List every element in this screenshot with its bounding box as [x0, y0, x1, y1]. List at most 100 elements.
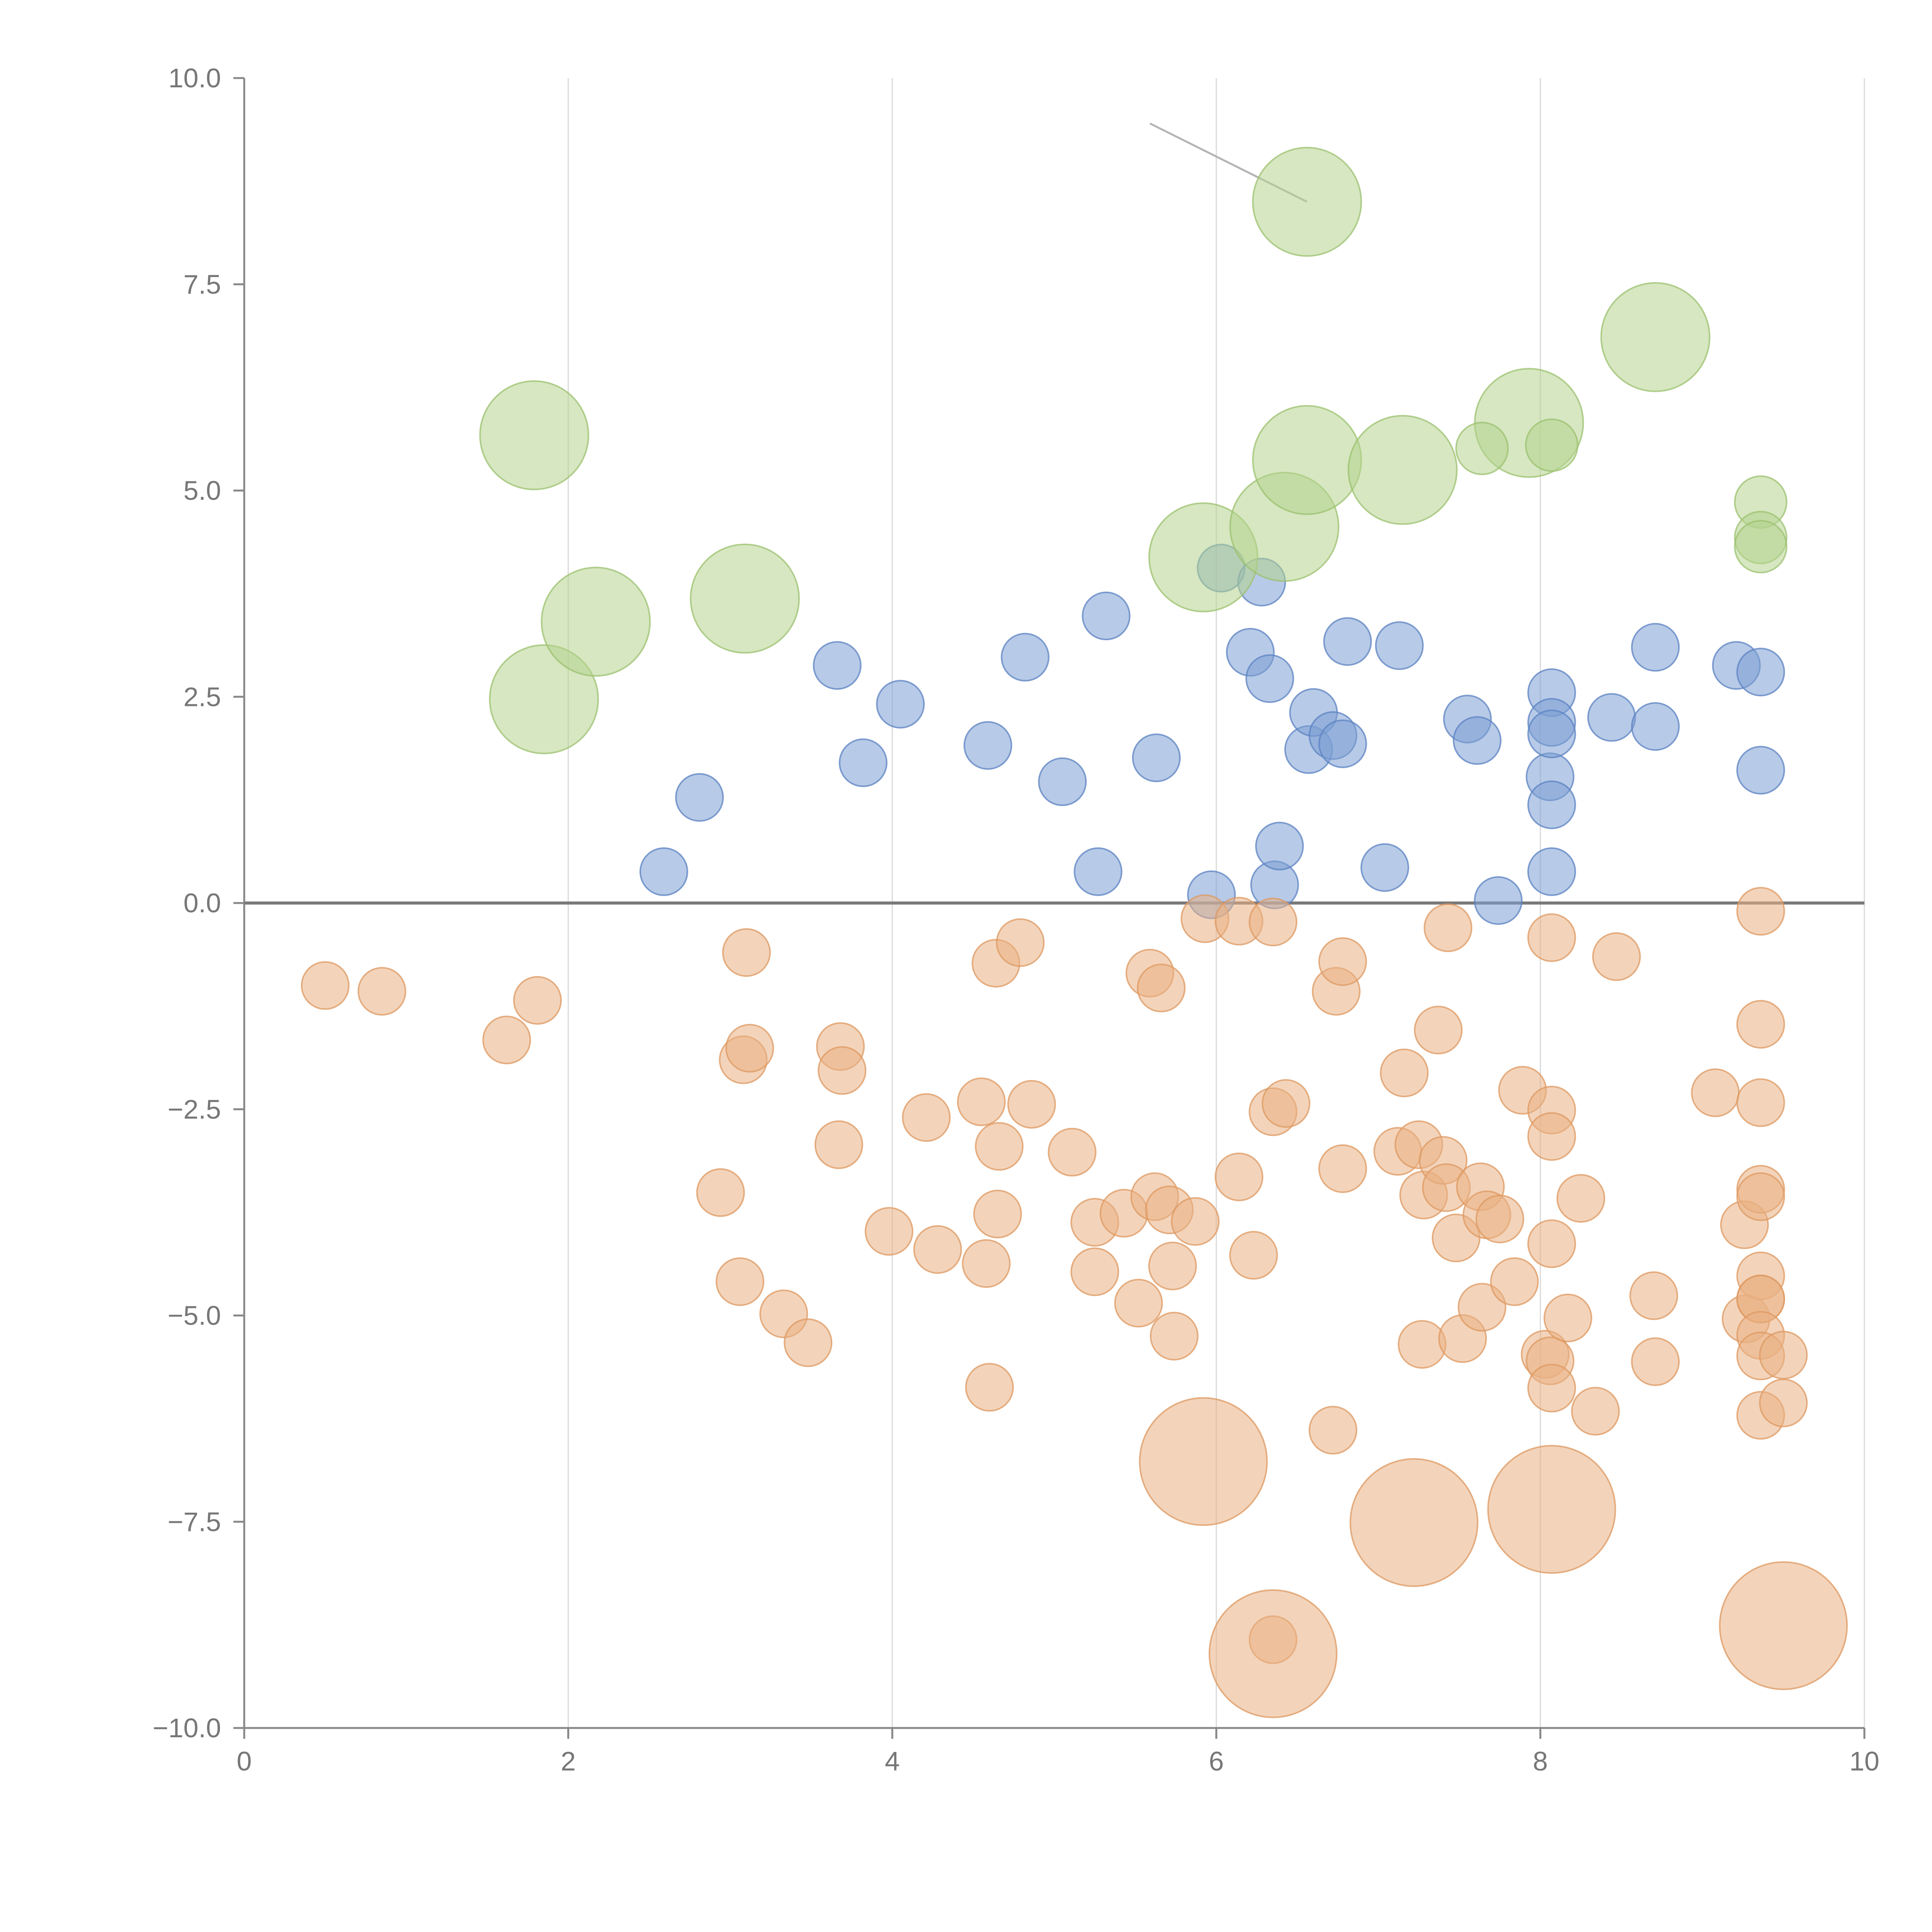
- orange-bubble: [1380, 1048, 1429, 1097]
- orange-bubble: [1423, 903, 1473, 952]
- orange-bubble: [973, 1189, 1022, 1238]
- blue-bubble: [1318, 719, 1367, 768]
- blue-bubble: [813, 641, 862, 690]
- y-tick-label: 10.0: [168, 63, 221, 93]
- orange-bubble: [722, 928, 771, 977]
- orange-bubble: [1736, 887, 1785, 936]
- orange-bubble: [1487, 1445, 1616, 1574]
- blue-bubble: [1736, 648, 1785, 697]
- x-tick-label: 2: [561, 1746, 576, 1776]
- orange-bubble: [1318, 937, 1367, 986]
- x-tick-label: 0: [237, 1746, 252, 1776]
- blue-bubble: [1587, 693, 1636, 742]
- green-bubble: [1455, 422, 1509, 475]
- orange-bubble: [975, 1122, 1024, 1171]
- blue-bubble: [1631, 702, 1680, 751]
- orange-bubble: [1490, 1257, 1539, 1306]
- blue-bubble: [1038, 757, 1087, 806]
- green-bubble: [1252, 146, 1362, 257]
- orange-bubble: [1214, 1152, 1264, 1201]
- orange-bubble: [1007, 1080, 1056, 1129]
- orange-bubble: [482, 1015, 531, 1065]
- orange-bubble: [1571, 1387, 1620, 1436]
- x-tick-label: 8: [1533, 1746, 1548, 1776]
- orange-bubble: [1556, 1174, 1605, 1223]
- orange-bubble: [1150, 1311, 1199, 1361]
- orange-bubble: [1736, 1000, 1785, 1049]
- blue-bubble: [1082, 592, 1131, 641]
- orange-bubble: [357, 967, 406, 1016]
- blue-bubble: [1073, 847, 1122, 896]
- green-bubble: [479, 380, 589, 490]
- orange-bubble: [962, 1239, 1011, 1288]
- orange-bubble: [1139, 1397, 1268, 1526]
- orange-bubble: [513, 976, 562, 1025]
- orange-bubble: [1048, 1128, 1097, 1177]
- orange-bubble: [1349, 1458, 1479, 1587]
- series-green: [479, 146, 1787, 754]
- green-bubble: [1600, 282, 1711, 392]
- blue-bubble: [1132, 733, 1181, 782]
- orange-bubble: [1631, 1337, 1680, 1386]
- orange-bubble: [1759, 1378, 1808, 1427]
- green-bubble: [1252, 405, 1362, 515]
- orange-bubble: [1208, 1589, 1338, 1718]
- axis-layer: [233, 77, 1866, 1739]
- orange-bubble: [1527, 913, 1576, 962]
- blue-bubble: [675, 773, 724, 822]
- orange-bubble: [716, 1257, 765, 1306]
- x-tick-label: 4: [885, 1746, 900, 1776]
- orange-bubble: [1736, 1078, 1785, 1127]
- orange-bubble: [1114, 1279, 1163, 1328]
- blue-bubble: [1527, 709, 1576, 759]
- orange-bubble: [1171, 1197, 1220, 1246]
- blue-bubble: [1360, 843, 1409, 892]
- orange-bubble: [1592, 932, 1641, 981]
- orange-bubble: [957, 1077, 1006, 1126]
- orange-bubble: [965, 1363, 1014, 1412]
- orange-bubble: [1759, 1330, 1808, 1379]
- orange-bubble: [1070, 1247, 1119, 1296]
- blue-bubble: [1452, 716, 1502, 765]
- orange-bubble: [1527, 1364, 1576, 1413]
- orange-bubble: [1318, 1144, 1367, 1193]
- orange-bubble: [1458, 1283, 1507, 1332]
- y-tick-label: −2.5: [168, 1094, 221, 1124]
- green-bubble: [489, 644, 599, 754]
- y-tick-label: −7.5: [168, 1507, 221, 1537]
- y-tick-label: 7.5: [184, 269, 221, 299]
- blue-bubble: [963, 721, 1012, 770]
- orange-bubble: [1527, 1219, 1576, 1268]
- orange-bubble: [1398, 1320, 1447, 1369]
- y-tick-label: 5.0: [184, 476, 221, 506]
- blue-bubble: [876, 680, 925, 729]
- tick-label-layer: 0 2 4 6 8 10 10.0 7.5 5.0 2.5 0.0 −2.5 −5.0 −7.5 −10.0: [153, 63, 1879, 1776]
- y-tick-label: −10.0: [153, 1713, 221, 1743]
- orange-bubble: [1543, 1293, 1592, 1342]
- orange-bubble: [1527, 1112, 1576, 1161]
- marks-layer: [301, 146, 1848, 1718]
- green-bubble: [541, 566, 651, 677]
- orange-bubble: [696, 1168, 745, 1217]
- blue-bubble: [1001, 633, 1050, 682]
- blue-bubble: [1255, 821, 1304, 871]
- y-tick-label: 2.5: [184, 682, 221, 712]
- green-bubble: [690, 543, 800, 654]
- orange-bubble: [1308, 1406, 1357, 1455]
- orange-bubble: [1736, 1172, 1785, 1221]
- orange-bubble: [1629, 1271, 1678, 1320]
- y-tick-label: −5.0: [168, 1301, 221, 1331]
- orange-bubble: [902, 1093, 951, 1142]
- blue-bubble: [838, 738, 888, 787]
- orange-bubble: [913, 1225, 962, 1274]
- blue-bubble: [1527, 847, 1576, 896]
- orange-bubble: [725, 1024, 774, 1073]
- y-tick-label: 0.0: [184, 888, 221, 918]
- orange-bubble: [814, 1120, 863, 1169]
- orange-bubble: [784, 1318, 833, 1367]
- orange-bubble: [996, 918, 1045, 967]
- x-tick-label: 6: [1209, 1746, 1224, 1776]
- green-bubble: [1347, 415, 1458, 525]
